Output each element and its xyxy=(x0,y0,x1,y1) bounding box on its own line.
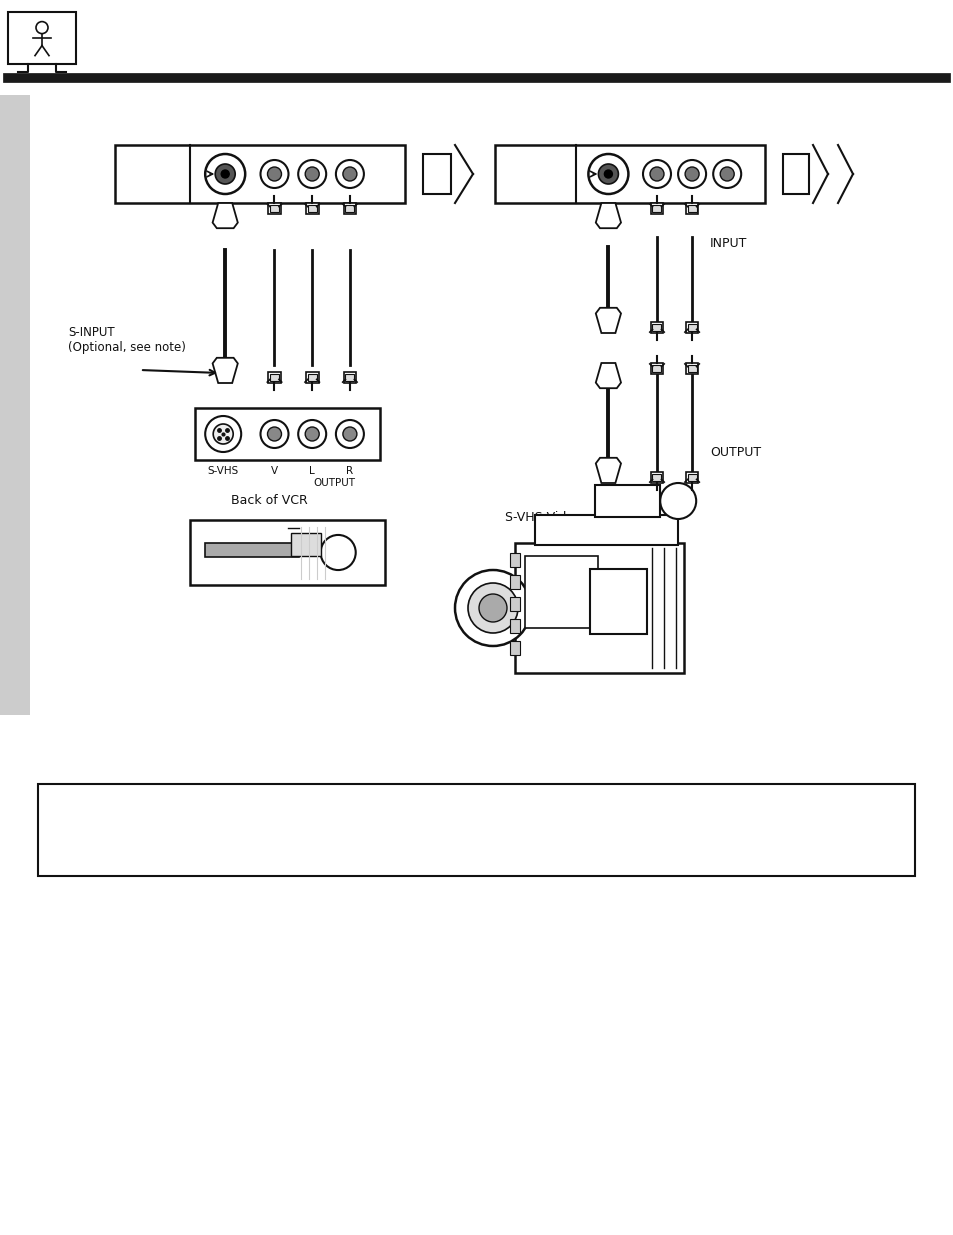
Circle shape xyxy=(305,167,319,182)
Bar xyxy=(685,203,698,214)
Circle shape xyxy=(649,167,663,182)
Circle shape xyxy=(659,483,696,519)
Bar xyxy=(422,153,451,194)
Circle shape xyxy=(260,420,288,448)
Bar xyxy=(589,569,646,634)
Bar xyxy=(8,12,76,64)
Text: R: R xyxy=(346,466,354,475)
Circle shape xyxy=(342,167,356,182)
Bar xyxy=(308,205,316,212)
Circle shape xyxy=(455,571,531,646)
Bar xyxy=(345,374,354,382)
Bar xyxy=(343,372,355,383)
Bar xyxy=(306,372,318,383)
Circle shape xyxy=(478,594,506,622)
Bar xyxy=(650,203,662,214)
Circle shape xyxy=(604,170,612,178)
Bar xyxy=(782,153,808,194)
Circle shape xyxy=(298,161,326,188)
Circle shape xyxy=(598,164,618,184)
Bar xyxy=(685,363,698,374)
Polygon shape xyxy=(596,308,620,333)
Bar xyxy=(687,474,696,482)
Circle shape xyxy=(215,164,235,184)
Polygon shape xyxy=(213,358,237,383)
Bar xyxy=(345,205,354,212)
Bar xyxy=(650,322,662,333)
Bar xyxy=(510,576,519,589)
Polygon shape xyxy=(596,363,620,388)
Circle shape xyxy=(305,427,319,441)
Circle shape xyxy=(642,161,670,188)
Bar xyxy=(687,364,696,372)
Bar xyxy=(685,472,698,483)
Text: L: L xyxy=(309,466,314,475)
Bar xyxy=(535,515,678,545)
Bar xyxy=(0,95,30,715)
Bar xyxy=(510,641,519,655)
Polygon shape xyxy=(596,458,620,483)
Circle shape xyxy=(342,427,356,441)
Bar xyxy=(205,542,298,557)
Bar xyxy=(270,205,278,212)
Circle shape xyxy=(335,420,363,448)
Bar xyxy=(685,322,698,333)
Bar xyxy=(652,474,660,482)
Bar xyxy=(510,619,519,634)
Circle shape xyxy=(588,154,628,194)
Bar xyxy=(306,203,318,214)
Circle shape xyxy=(205,154,245,194)
Bar xyxy=(343,203,355,214)
Bar xyxy=(515,543,683,673)
Bar xyxy=(687,205,696,212)
Bar xyxy=(495,144,764,203)
Bar xyxy=(595,485,659,517)
Circle shape xyxy=(267,427,281,441)
Bar xyxy=(291,534,320,556)
Circle shape xyxy=(320,535,355,571)
Circle shape xyxy=(298,420,326,448)
Bar xyxy=(115,144,405,203)
Bar xyxy=(268,203,280,214)
Bar xyxy=(195,408,379,459)
Bar xyxy=(687,324,696,331)
Bar xyxy=(650,472,662,483)
Bar xyxy=(510,597,519,611)
Circle shape xyxy=(213,424,233,445)
Bar xyxy=(308,374,316,382)
Bar xyxy=(270,374,278,382)
Text: V: V xyxy=(271,466,277,475)
Bar xyxy=(652,324,660,331)
Bar xyxy=(650,363,662,374)
Text: S-INPUT
(Optional, see note): S-INPUT (Optional, see note) xyxy=(68,326,186,354)
Polygon shape xyxy=(213,203,237,228)
Text: S-VHS Video camera: S-VHS Video camera xyxy=(504,511,633,524)
Bar xyxy=(652,205,660,212)
Bar xyxy=(652,364,660,372)
Text: OUTPUT: OUTPUT xyxy=(313,478,355,488)
Bar xyxy=(268,372,280,383)
Bar xyxy=(524,556,598,627)
Circle shape xyxy=(267,167,281,182)
Circle shape xyxy=(720,167,734,182)
Circle shape xyxy=(221,170,229,178)
Circle shape xyxy=(678,161,705,188)
Polygon shape xyxy=(596,203,620,228)
Text: Back of VCR: Back of VCR xyxy=(231,494,307,508)
Text: INPUT: INPUT xyxy=(709,236,747,249)
Text: OUTPUT: OUTPUT xyxy=(709,447,760,459)
Bar xyxy=(38,784,914,876)
Bar xyxy=(510,553,519,567)
Text: S-VHS: S-VHS xyxy=(208,466,238,475)
Circle shape xyxy=(205,416,241,452)
Circle shape xyxy=(260,161,288,188)
Circle shape xyxy=(713,161,740,188)
Circle shape xyxy=(468,583,517,634)
Circle shape xyxy=(335,161,363,188)
Circle shape xyxy=(684,167,699,182)
Bar xyxy=(190,520,384,585)
